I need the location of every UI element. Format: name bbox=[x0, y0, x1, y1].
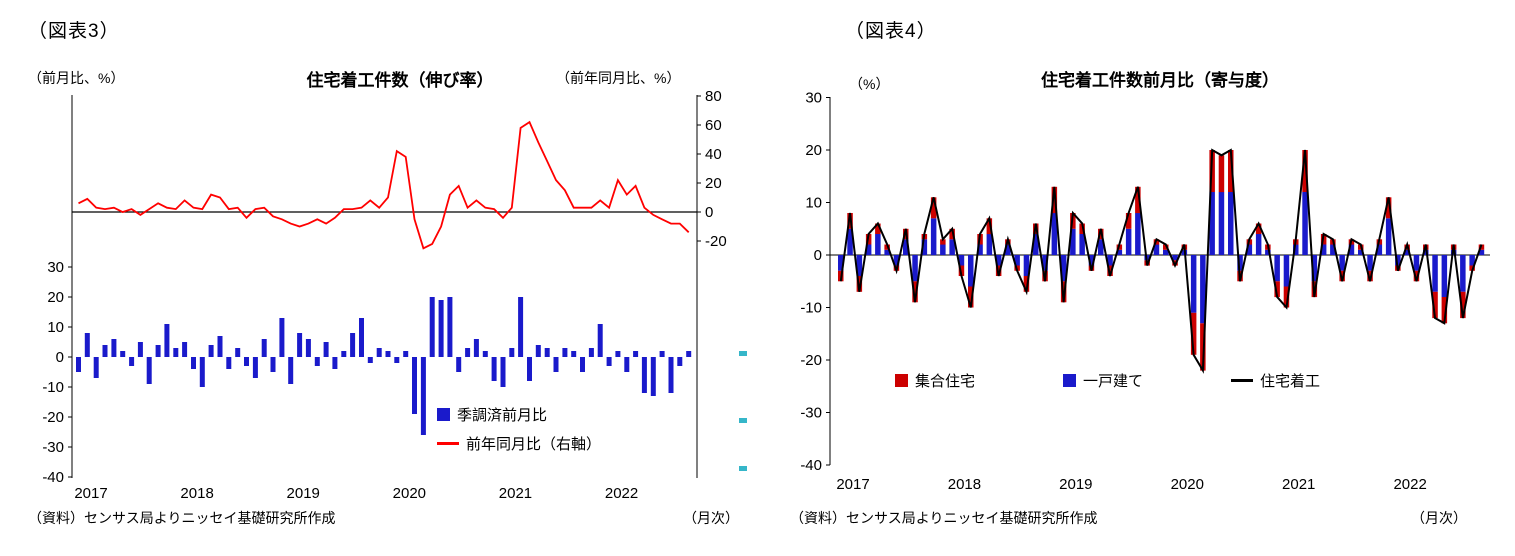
figure-4-label: （図表4） bbox=[845, 21, 937, 42]
figure-3-label: （図表3） bbox=[28, 21, 120, 42]
fig3-legend-bar-row: 季調済前月比 bbox=[437, 404, 601, 425]
fig3-legend-bar-label: 季調済前月比 bbox=[457, 407, 548, 424]
fig3-x-year-label: 2019 bbox=[287, 485, 320, 502]
fig3-x-year-label: 2017 bbox=[74, 485, 107, 502]
fig3-left-axis-unit: （前月比、%） bbox=[28, 70, 125, 86]
fig3-plot: 30 20 10 0 -10 -20 -30 -40 80 60 40 20 0 -20 2017 2018 2… bbox=[42, 88, 727, 502]
fig4-x-year-label: 2020 bbox=[1171, 476, 1204, 493]
line-swatch-icon bbox=[437, 442, 459, 445]
black-line-swatch-icon bbox=[1231, 379, 1254, 382]
figure-3: （図表3） （前月比、%） 住宅着工件数（伸び率） （前年同月比、%） 30 20… bbox=[0, 0, 745, 556]
fig4-y-axis-unit: （%） bbox=[849, 76, 890, 92]
fig3-right-tick-label: 0 bbox=[705, 204, 713, 221]
fig4-x-year-label: 2022 bbox=[1393, 476, 1426, 493]
fig3-left-tick-label: -10 bbox=[42, 379, 64, 396]
fig3-left-tick-label: 30 bbox=[47, 259, 64, 276]
fig3-right-tick-label: 20 bbox=[705, 175, 722, 192]
fig4-legend-apartment-row: 集合住宅 bbox=[895, 370, 975, 391]
fig4-x-year-label: 2017 bbox=[836, 476, 869, 493]
fig3-left-tick-label: -40 bbox=[42, 469, 64, 486]
fig3-x-year-label: 2020 bbox=[393, 485, 426, 502]
stray-cyan-mark bbox=[739, 351, 747, 356]
fig3-right-tick-label: 40 bbox=[705, 146, 722, 163]
fig4-y-tick-label: 30 bbox=[805, 90, 822, 107]
fig3-legend: 季調済前月比 前年同月比（右軸） bbox=[437, 404, 601, 454]
fig4-apartment-bars bbox=[838, 150, 1485, 371]
figure-4: （図表4） （%） 住宅着工件数前月比（寄与度） 30 20 10 0 -10 -20 -3… bbox=[745, 0, 1515, 556]
fig4-frequency-label: （月次） bbox=[1411, 510, 1467, 526]
fig4-legend: 集合住宅 一戸建て 住宅着工 bbox=[895, 370, 1320, 391]
fig3-left-tick-label: -20 bbox=[42, 409, 64, 426]
fig3-right-tick-label: 80 bbox=[705, 88, 722, 105]
fig4-source: （資料）センサス局よりニッセイ基礎研究所作成 bbox=[790, 510, 1098, 526]
fig3-left-tick-label: 0 bbox=[56, 349, 64, 366]
fig4-plot: 30 20 10 0 -10 -20 -30 -40 2017 2018 2019 2020 2021 2… bbox=[800, 90, 1490, 493]
fig3-left-tick-label: 10 bbox=[47, 319, 64, 336]
fig4-y-tick-label: -20 bbox=[800, 352, 822, 369]
fig3-x-year-label: 2021 bbox=[499, 485, 532, 502]
fig3-source: （資料）センサス局よりニッセイ基礎研究所作成 bbox=[28, 510, 336, 526]
fig4-x-year-label: 2018 bbox=[948, 476, 981, 493]
fig3-x-year-label: 2022 bbox=[605, 485, 638, 502]
fig3-title: 住宅着工件数（伸び率） bbox=[306, 71, 494, 90]
fig3-right-tick-label: -20 bbox=[705, 233, 727, 250]
fig4-legend-apartment-label: 集合住宅 bbox=[915, 373, 976, 390]
fig4-x-year-label: 2021 bbox=[1282, 476, 1315, 493]
fig3-frequency-label: （月次） bbox=[683, 510, 739, 526]
fig3-left-tick-label: 20 bbox=[47, 289, 64, 306]
fig4-legend-total-label: 住宅着工 bbox=[1260, 373, 1321, 390]
fig4-legend-detached-label: 一戸建て bbox=[1083, 373, 1144, 390]
fig4-y-tick-label: 20 bbox=[805, 142, 822, 159]
fig3-mom-bars bbox=[76, 297, 692, 435]
fig4-title: 住宅着工件数前月比（寄与度） bbox=[1041, 71, 1279, 90]
fig3-yoy-line bbox=[78, 120, 690, 250]
fig3-legend-line-row: 前年同月比（右軸） bbox=[437, 433, 601, 454]
blue-bar-swatch-icon bbox=[1063, 374, 1077, 387]
fig4-y-tick-label: -40 bbox=[800, 457, 822, 474]
bar-swatch-icon bbox=[437, 408, 450, 421]
fig4-legend-total-row: 住宅着工 bbox=[1231, 370, 1320, 391]
fig4-y-tick-label: 0 bbox=[814, 247, 822, 264]
fig3-left-tick-label: -30 bbox=[42, 439, 64, 456]
fig4-x-year-label: 2019 bbox=[1059, 476, 1092, 493]
fig4-y-tick-label: -10 bbox=[800, 300, 822, 317]
stray-cyan-mark bbox=[739, 418, 747, 423]
fig3-legend-line-label: 前年同月比（右軸） bbox=[466, 436, 602, 453]
red-bar-swatch-icon bbox=[895, 374, 908, 387]
fig4-y-tick-label: -30 bbox=[800, 405, 822, 422]
fig4-total-line bbox=[839, 148, 1483, 374]
fig4-legend-detached-row: 一戸建て bbox=[1063, 370, 1143, 391]
fig3-x-year-label: 2018 bbox=[180, 485, 213, 502]
fig3-right-axis-unit: （前年同月比、%） bbox=[556, 70, 681, 86]
fig4-y-tick-label: 10 bbox=[805, 195, 822, 212]
stray-cyan-mark bbox=[739, 466, 747, 471]
fig3-right-tick-label: 60 bbox=[705, 117, 722, 134]
